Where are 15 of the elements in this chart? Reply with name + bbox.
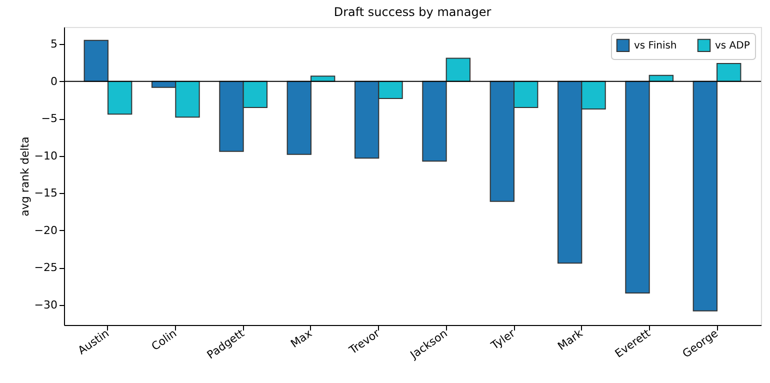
x-tick-label: Max [288, 326, 315, 350]
chart-title: Draft success by manager [334, 5, 492, 19]
y-tick-label: 5 [50, 38, 58, 51]
legend-label: vs ADP [715, 40, 750, 52]
x-tick-label: Colin [149, 326, 180, 354]
y-tick-label: −5 [41, 112, 58, 126]
y-tick-label: −25 [34, 261, 58, 274]
x-tick-label: Tyler [488, 326, 518, 353]
y-axis-title: avg rank delta [18, 136, 32, 216]
y-tick-label: −15 [34, 186, 58, 200]
legend-label: vs Finish [634, 40, 677, 52]
y-tick-label: −10 [34, 149, 58, 162]
y-tick-label: −20 [34, 224, 58, 237]
y-tick-label: −30 [34, 298, 58, 312]
y-tick-label: 0 [50, 74, 58, 88]
